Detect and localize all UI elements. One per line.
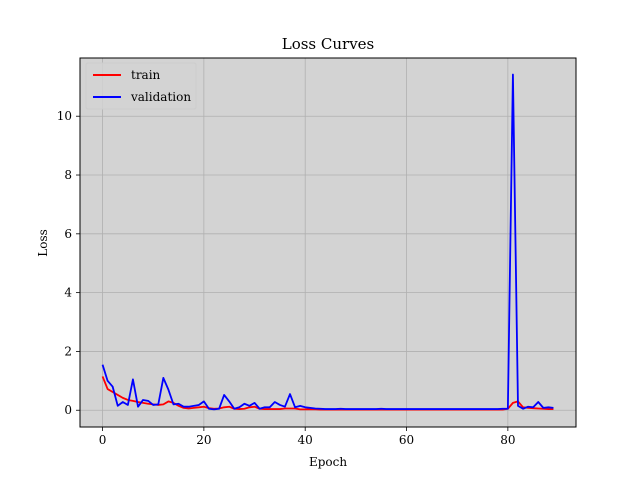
x-tick-label: 60 [399, 433, 414, 447]
grid [80, 58, 576, 427]
legend: train validation [85, 62, 197, 110]
x-tick-label: 0 [99, 433, 107, 447]
legend-label-train: train [131, 68, 161, 82]
y-tick-label: 10 [57, 109, 72, 123]
y-tick-label: 4 [64, 286, 72, 300]
y-tick-label: 8 [64, 168, 72, 182]
axis-ticks: 0 20 40 60 80 0 2 4 6 8 10 [57, 109, 516, 447]
plot-area [80, 58, 576, 427]
series-line-validation [101, 73, 554, 411]
x-tick-label: 40 [298, 433, 313, 447]
y-axis-label: Loss [36, 229, 50, 257]
y-tick-label: 6 [64, 227, 72, 241]
legend-label-validation: validation [130, 90, 191, 104]
y-tick-label: 0 [64, 403, 72, 417]
x-tick-label: 20 [196, 433, 211, 447]
x-tick-label: 80 [500, 433, 515, 447]
x-axis-label: Epoch [309, 455, 347, 469]
y-tick-label: 2 [64, 344, 72, 358]
chart-title: Loss Curves [282, 35, 375, 53]
series-lines [101, 73, 554, 411]
plot-frame [79, 57, 577, 428]
